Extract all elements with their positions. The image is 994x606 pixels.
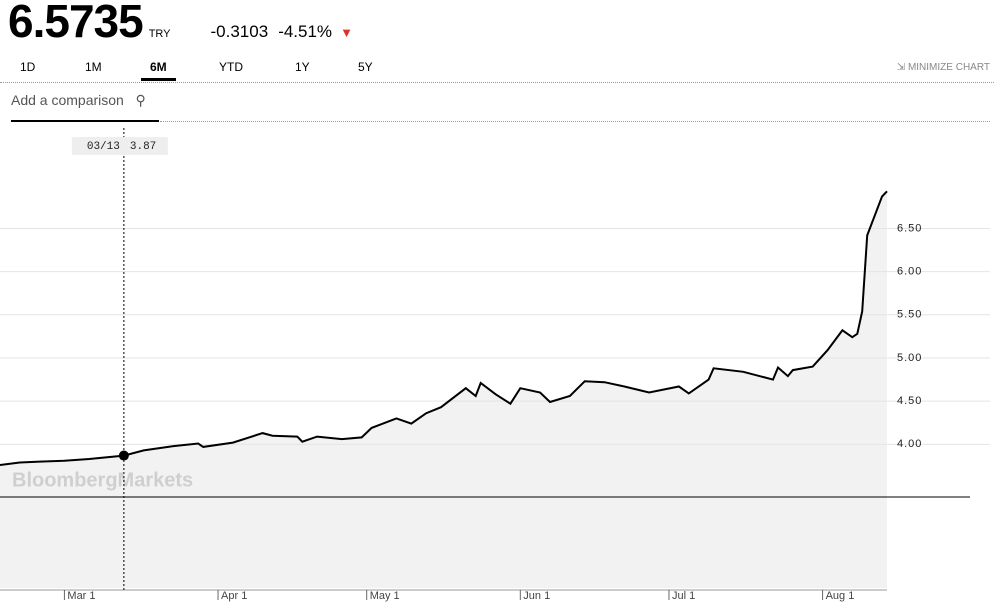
y-tick-label: 4.50 bbox=[897, 395, 922, 407]
x-tick-label: May 1 bbox=[370, 590, 400, 602]
price-line bbox=[0, 190, 888, 466]
comparison-placeholder[interactable]: Add a comparison bbox=[11, 92, 124, 108]
tab[interactable]: 1Y bbox=[295, 60, 310, 74]
y-tick-label: 6.00 bbox=[897, 266, 922, 278]
tooltip-bg bbox=[71, 137, 168, 155]
price: 6.5735 bbox=[8, 0, 144, 47]
down-arrow: ▼ bbox=[340, 25, 353, 40]
change: -0.3103 bbox=[210, 22, 269, 41]
y-tick-label: 5.50 bbox=[897, 309, 922, 321]
range-tabs: 1D 1M 6M YTD 1Y 5Y ⇲ MINIMIZE CHART bbox=[0, 60, 994, 83]
tab[interactable]: 5Y bbox=[358, 60, 373, 74]
y-tick-label: 6.50 bbox=[897, 222, 922, 234]
x-tick-label: Aug 1 bbox=[826, 590, 855, 602]
change-percent: -4.51% bbox=[278, 22, 333, 41]
currency: TRY bbox=[148, 28, 171, 40]
tab[interactable]: YTD bbox=[219, 60, 243, 74]
separator bbox=[160, 121, 990, 122]
tab-active[interactable]: 6M bbox=[141, 60, 176, 81]
tab[interactable]: 1M bbox=[85, 60, 102, 74]
comparison-input[interactable]: Add a comparison ⚲ bbox=[11, 92, 159, 122]
minimize-label[interactable]: MINIMIZE CHART bbox=[907, 62, 990, 73]
y-tick-label: 5.00 bbox=[897, 352, 922, 364]
minimize-chart[interactable]: ⇲ MINIMIZE CHART bbox=[896, 62, 990, 73]
tooltip-value: 3.87 bbox=[130, 141, 156, 153]
tab[interactable]: 1D bbox=[20, 60, 36, 74]
x-tick-label: Mar 1 bbox=[67, 590, 95, 602]
y-tick-label: 4.00 bbox=[897, 438, 922, 450]
tooltip-date: 03/13 bbox=[87, 141, 120, 153]
watermark: BloombergMarkets bbox=[12, 469, 193, 491]
x-tick-label: Jun 1 bbox=[523, 590, 550, 602]
x-tick-label: Apr 1 bbox=[221, 590, 247, 602]
area-fill bbox=[0, 191, 887, 589]
hover-point bbox=[118, 450, 129, 461]
quote-header: 6.5735 TRY -0.3103 -4.51% ▼ bbox=[8, 0, 353, 48]
x-tick-label: Jul 1 bbox=[672, 590, 695, 602]
